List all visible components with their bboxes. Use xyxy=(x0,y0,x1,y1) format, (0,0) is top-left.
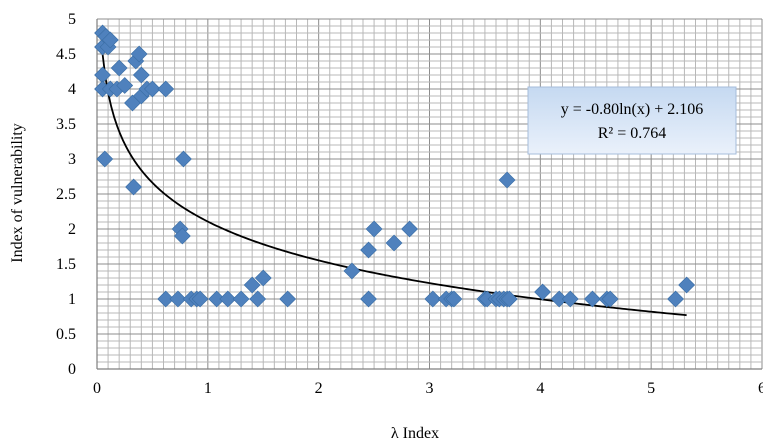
trendline xyxy=(101,53,687,317)
data-point xyxy=(500,290,518,308)
x-tick-label: 6 xyxy=(758,380,763,397)
tick-labels: 0 1 2 3 4 5 6 0 0.5 1 1.5 2 2.5 3 3.5 4 4.5 5 xyxy=(56,11,763,397)
data-point xyxy=(365,220,383,238)
x-tick-label: 1 xyxy=(204,380,212,397)
y-tick-label: 2.5 xyxy=(56,186,76,203)
data-point xyxy=(143,80,161,98)
data-point xyxy=(219,290,237,308)
data-point xyxy=(498,171,516,189)
data-point xyxy=(132,66,150,84)
data-point xyxy=(601,290,619,308)
data-point xyxy=(254,269,272,287)
grid-lines xyxy=(96,18,763,370)
data-point xyxy=(130,45,148,63)
x-tick-label: 3 xyxy=(426,380,434,397)
data-point xyxy=(169,290,187,308)
data-point xyxy=(401,220,418,238)
data-point xyxy=(445,290,463,308)
data-point xyxy=(232,290,250,308)
data-point xyxy=(96,150,114,168)
data-point xyxy=(173,227,191,245)
data-point xyxy=(157,290,175,308)
data-point xyxy=(343,262,361,280)
data-point xyxy=(249,290,267,308)
x-tick-label: 0 xyxy=(93,380,101,397)
data-point xyxy=(101,31,119,49)
y-tick-label: 2 xyxy=(68,221,76,238)
y-tick-label: 0.5 xyxy=(56,326,76,343)
y-tick-label: 1.5 xyxy=(56,256,76,273)
data-point xyxy=(175,150,192,168)
y-tick-label: 4 xyxy=(68,81,76,98)
data-point xyxy=(125,178,142,196)
data-point xyxy=(360,241,377,259)
x-axis-title: λ Index xyxy=(391,425,439,442)
data-point xyxy=(678,276,696,294)
y-tick-label: 0 xyxy=(68,361,76,378)
y-tick-label: 5 xyxy=(68,11,76,28)
y-tick-label: 4.5 xyxy=(56,46,76,63)
data-points xyxy=(94,24,696,308)
x-tick-label: 4 xyxy=(536,380,544,397)
data-point xyxy=(667,290,684,308)
data-point xyxy=(191,290,209,308)
data-point xyxy=(385,234,403,252)
data-point xyxy=(584,290,601,308)
data-point xyxy=(561,290,579,308)
equation-box: y = -0.80ln(x) + 2.106 R² = 0.764 xyxy=(527,86,737,155)
data-point xyxy=(110,59,128,77)
x-tick-label: 5 xyxy=(647,380,655,397)
data-point xyxy=(116,77,134,94)
data-point xyxy=(424,290,442,308)
data-point xyxy=(279,290,297,308)
data-point xyxy=(534,283,551,301)
y-tick-label: 3 xyxy=(68,151,76,168)
data-point xyxy=(360,290,377,308)
x-tick-label: 2 xyxy=(315,380,323,397)
data-point xyxy=(243,276,261,294)
data-point xyxy=(157,80,175,98)
r-squared-label: R² = 0.764 xyxy=(598,125,667,142)
y-tick-label: 1 xyxy=(68,291,76,308)
y-axis-title: Index of vulnerability xyxy=(9,123,26,263)
equation-label: y = -0.80ln(x) + 2.106 xyxy=(561,101,703,118)
y-tick-label: 3.5 xyxy=(56,116,76,133)
